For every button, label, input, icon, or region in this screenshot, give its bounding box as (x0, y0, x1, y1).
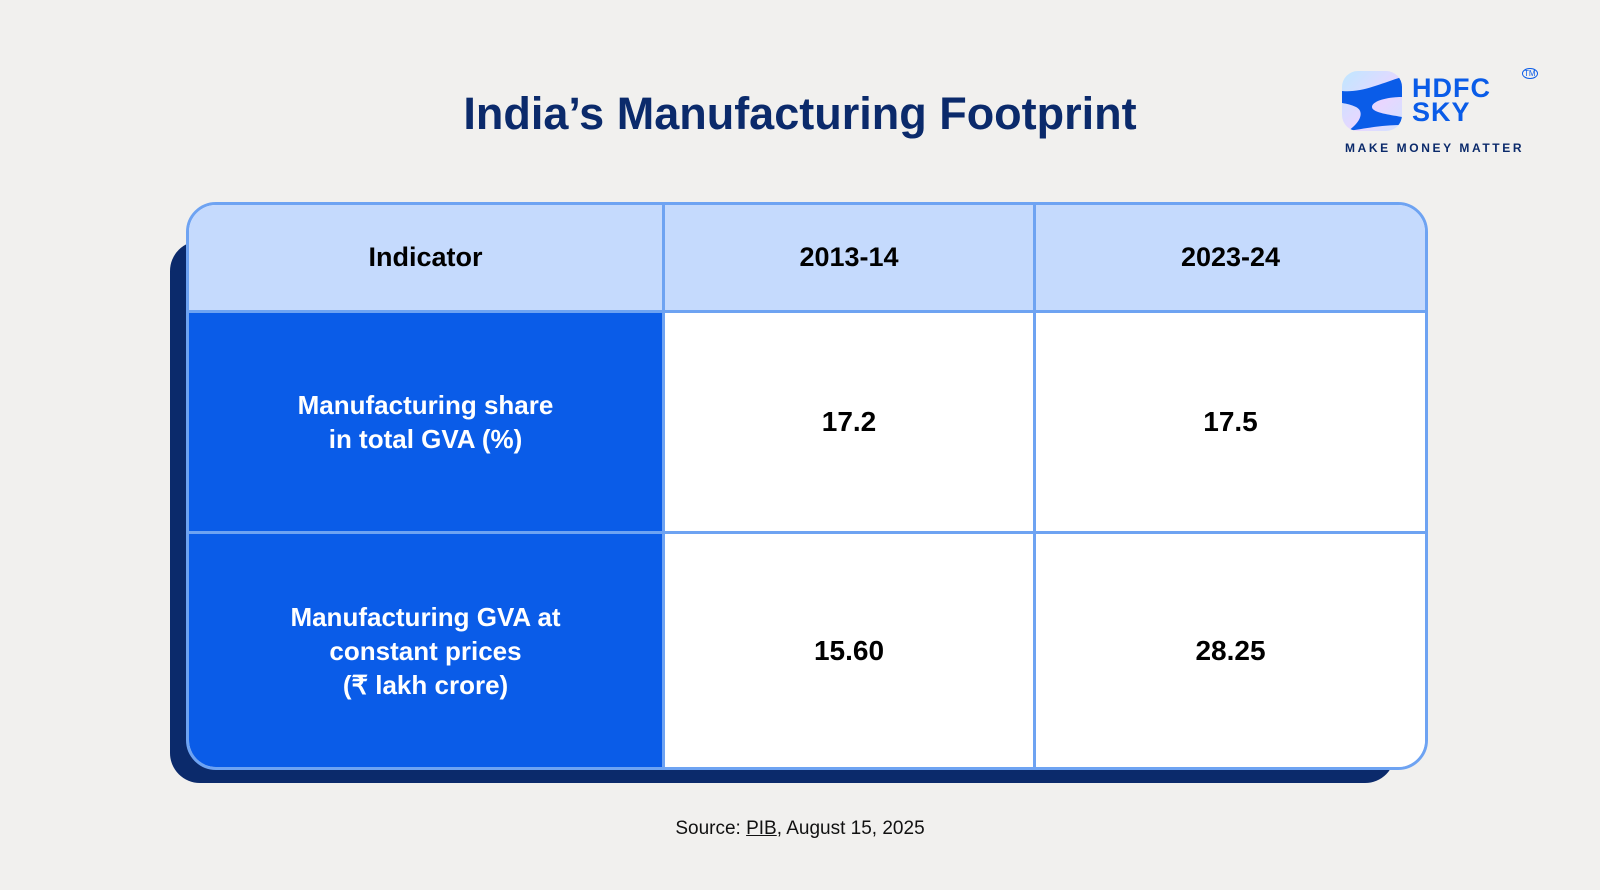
logo-line2: SKY (1412, 97, 1471, 127)
header-2023-24: 2023-24 (1036, 205, 1425, 313)
trademark-mark: TM (1522, 68, 1538, 79)
hdfc-sky-logo: HDFC SKY TM MAKE MONEY MATTER (1342, 68, 1542, 158)
logo-tagline: MAKE MONEY MATTER (1345, 141, 1525, 155)
row-1-indicator: Manufacturing share in total GVA (%) (189, 313, 665, 534)
source-link-pib[interactable]: PIB (746, 818, 777, 839)
row-2-value-2013-14: 15.60 (665, 534, 1036, 767)
data-table: Indicator 2013-14 2023-24 Manufacturing … (186, 202, 1428, 770)
source-prefix: Source: (675, 818, 747, 839)
header-2013-14: 2013-14 (665, 205, 1036, 313)
logo-line1: HDFC (1412, 73, 1491, 103)
row-2-value-2023-24: 28.25 (1036, 534, 1425, 767)
header-indicator: Indicator (189, 205, 665, 313)
row-1-value-2023-24: 17.5 (1036, 313, 1425, 534)
row-1-value-2013-14: 17.2 (665, 313, 1036, 534)
row-2-indicator: Manufacturing GVA at constant prices (₹ … (189, 534, 665, 767)
logo-mark-icon (1342, 71, 1402, 131)
page-title: India’s Manufacturing Footprint (463, 88, 1137, 139)
source-note: Source: PIB, August 15, 2025 (0, 818, 1600, 840)
source-suffix: , August 15, 2025 (776, 818, 925, 839)
